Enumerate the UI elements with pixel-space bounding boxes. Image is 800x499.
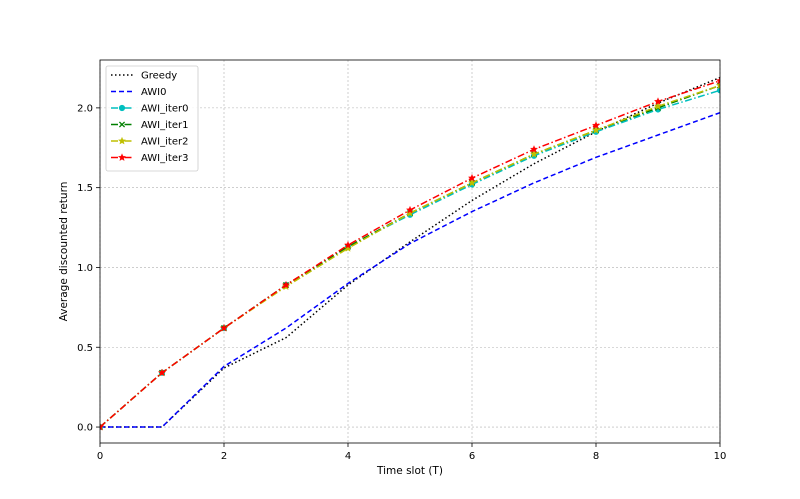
legend-item: AWI_iter3 xyxy=(111,153,188,164)
legend-marker xyxy=(118,121,126,128)
axis-ticks: 0 2 4 6 8 10 0.0 0.5 1.0 1.5 2.0 xyxy=(77,103,726,462)
legend-item: Greedy xyxy=(111,71,177,82)
legend-label: AWI_iter3 xyxy=(141,153,188,164)
legend-marker xyxy=(118,136,126,145)
data-point xyxy=(344,240,352,249)
data-point xyxy=(654,97,662,105)
data-point xyxy=(406,205,414,214)
plot-frame xyxy=(99,59,721,444)
legend-marker xyxy=(118,153,126,161)
x-tick-label: 6 xyxy=(469,451,475,462)
data-point xyxy=(530,145,538,153)
y-tick-label: 0.5 xyxy=(77,343,93,354)
data-point xyxy=(654,102,662,110)
legend-label: Greedy xyxy=(141,71,177,82)
series-line xyxy=(100,84,720,428)
data-point xyxy=(592,126,600,134)
y-tick-label: 0.0 xyxy=(77,423,93,434)
x-tick-label: 2 xyxy=(221,451,227,462)
legend-item: AWI0 xyxy=(111,87,167,98)
data-point xyxy=(282,280,290,289)
legend-label: AWI0 xyxy=(141,87,167,98)
data-point xyxy=(592,121,600,129)
data-point xyxy=(158,368,166,377)
x-tick-label: 4 xyxy=(345,451,351,462)
data-point xyxy=(220,323,228,332)
data-point xyxy=(468,178,476,187)
series-awi-iter3 xyxy=(100,76,720,431)
data-point xyxy=(716,76,720,85)
legend-item: AWI_iter1 xyxy=(111,120,188,131)
data-point xyxy=(100,422,104,431)
legend: Greedy AWI0 AWI_iter0 AWI_iter1 AWI_iter2 AWI… xyxy=(105,65,199,172)
data-point xyxy=(406,209,414,217)
legend-label: AWI_iter1 xyxy=(141,120,188,131)
data-point xyxy=(468,173,476,182)
data-point xyxy=(716,81,720,89)
y-axis-label: Average discounted return xyxy=(58,182,70,322)
data-point xyxy=(716,87,720,94)
x-tick-label: 0 xyxy=(97,451,103,462)
legend-marker xyxy=(118,104,126,112)
y-tick-label: 1.5 xyxy=(77,183,93,194)
legend-item: AWI_iter0 xyxy=(111,104,188,115)
y-tick-label: 1.0 xyxy=(77,263,93,274)
legend-label: AWI_iter0 xyxy=(141,104,188,115)
x-axis-label: Time slot (T) xyxy=(376,465,443,477)
data-point xyxy=(344,244,352,252)
y-tick-label: 2.0 xyxy=(77,103,93,114)
legend-item: AWI_iter2 xyxy=(111,137,188,148)
series-line xyxy=(100,111,720,428)
x-tick-label: 10 xyxy=(714,451,727,462)
grid xyxy=(99,60,721,443)
series-group xyxy=(100,76,720,431)
data-point xyxy=(530,149,538,158)
x-tick-label: 8 xyxy=(593,451,599,462)
series-awi0 xyxy=(100,111,720,428)
legend-label: AWI_iter2 xyxy=(141,137,188,148)
